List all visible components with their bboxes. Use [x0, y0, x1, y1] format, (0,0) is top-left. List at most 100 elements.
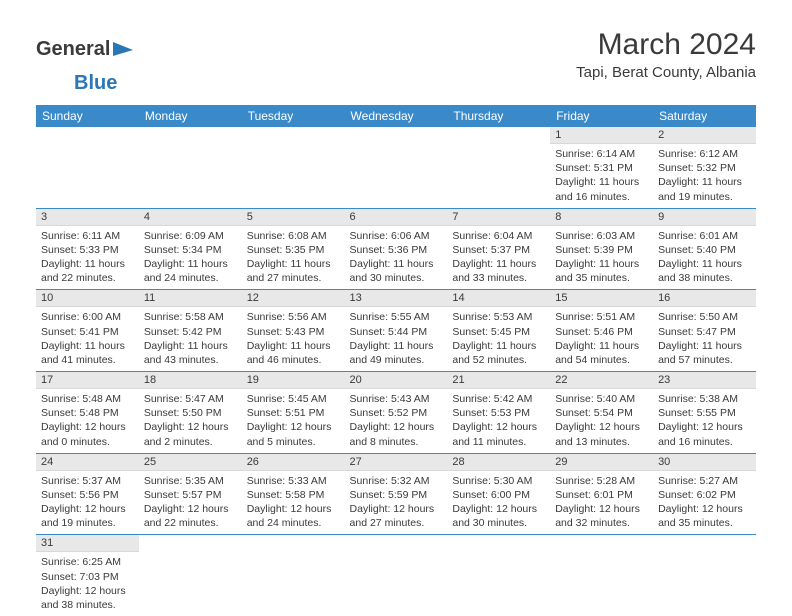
day-details: Sunrise: 6:14 AMSunset: 5:31 PMDaylight:…: [550, 144, 653, 208]
day-number: 8: [550, 209, 653, 226]
logo: General: [36, 38, 135, 61]
calendar-day-cell: 7Sunrise: 6:04 AMSunset: 5:37 PMDaylight…: [447, 208, 550, 290]
calendar-day-cell: 26Sunrise: 5:33 AMSunset: 5:58 PMDayligh…: [242, 453, 345, 535]
calendar-empty-cell: [36, 127, 139, 208]
calendar-day-cell: 24Sunrise: 5:37 AMSunset: 5:56 PMDayligh…: [36, 453, 139, 535]
day-header: Saturday: [653, 105, 756, 127]
calendar-day-cell: 15Sunrise: 5:51 AMSunset: 5:46 PMDayligh…: [550, 290, 653, 372]
calendar-empty-cell: [345, 127, 448, 208]
day-number: 13: [345, 290, 448, 307]
calendar-day-cell: 5Sunrise: 6:08 AMSunset: 5:35 PMDaylight…: [242, 208, 345, 290]
calendar-week-row: 24Sunrise: 5:37 AMSunset: 5:56 PMDayligh…: [36, 453, 756, 535]
day-details: Sunrise: 5:48 AMSunset: 5:48 PMDaylight:…: [36, 389, 139, 453]
logo-text-blue: Blue: [74, 72, 117, 94]
day-number: 10: [36, 290, 139, 307]
calendar-day-cell: 3Sunrise: 6:11 AMSunset: 5:33 PMDaylight…: [36, 208, 139, 290]
calendar-day-cell: 17Sunrise: 5:48 AMSunset: 5:48 PMDayligh…: [36, 372, 139, 454]
day-details: Sunrise: 6:03 AMSunset: 5:39 PMDaylight:…: [550, 226, 653, 290]
day-number: 4: [139, 209, 242, 226]
day-number: 29: [550, 454, 653, 471]
day-number: 18: [139, 372, 242, 389]
day-details: Sunrise: 5:35 AMSunset: 5:57 PMDaylight:…: [139, 471, 242, 535]
calendar-day-cell: 2Sunrise: 6:12 AMSunset: 5:32 PMDaylight…: [653, 127, 756, 208]
day-details: Sunrise: 5:56 AMSunset: 5:43 PMDaylight:…: [242, 307, 345, 371]
day-details: Sunrise: 6:04 AMSunset: 5:37 PMDaylight:…: [447, 226, 550, 290]
day-number: 16: [653, 290, 756, 307]
calendar-day-cell: 23Sunrise: 5:38 AMSunset: 5:55 PMDayligh…: [653, 372, 756, 454]
calendar-day-cell: 14Sunrise: 5:53 AMSunset: 5:45 PMDayligh…: [447, 290, 550, 372]
day-number: 9: [653, 209, 756, 226]
day-number: 28: [447, 454, 550, 471]
day-number: 30: [653, 454, 756, 471]
day-number: 31: [36, 535, 139, 552]
calendar-day-cell: 30Sunrise: 5:27 AMSunset: 6:02 PMDayligh…: [653, 453, 756, 535]
calendar-day-cell: 11Sunrise: 5:58 AMSunset: 5:42 PMDayligh…: [139, 290, 242, 372]
calendar-empty-cell: [139, 535, 242, 616]
day-details: Sunrise: 6:09 AMSunset: 5:34 PMDaylight:…: [139, 226, 242, 290]
calendar-day-cell: 4Sunrise: 6:09 AMSunset: 5:34 PMDaylight…: [139, 208, 242, 290]
calendar-day-cell: 29Sunrise: 5:28 AMSunset: 6:01 PMDayligh…: [550, 453, 653, 535]
day-details: Sunrise: 6:25 AMSunset: 7:03 PMDaylight:…: [36, 552, 139, 616]
calendar-empty-cell: [139, 127, 242, 208]
calendar-day-cell: 9Sunrise: 6:01 AMSunset: 5:40 PMDaylight…: [653, 208, 756, 290]
calendar-day-cell: 19Sunrise: 5:45 AMSunset: 5:51 PMDayligh…: [242, 372, 345, 454]
day-details: Sunrise: 6:12 AMSunset: 5:32 PMDaylight:…: [653, 144, 756, 208]
title-block: March 2024 Tapi, Berat County, Albania: [576, 28, 756, 81]
calendar-day-cell: 27Sunrise: 5:32 AMSunset: 5:59 PMDayligh…: [345, 453, 448, 535]
calendar-day-cell: 18Sunrise: 5:47 AMSunset: 5:50 PMDayligh…: [139, 372, 242, 454]
day-number: 3: [36, 209, 139, 226]
day-number: 27: [345, 454, 448, 471]
calendar-day-cell: 20Sunrise: 5:43 AMSunset: 5:52 PMDayligh…: [345, 372, 448, 454]
calendar-empty-cell: [447, 535, 550, 616]
calendar-day-cell: 16Sunrise: 5:50 AMSunset: 5:47 PMDayligh…: [653, 290, 756, 372]
day-details: Sunrise: 5:51 AMSunset: 5:46 PMDaylight:…: [550, 307, 653, 371]
day-details: Sunrise: 6:11 AMSunset: 5:33 PMDaylight:…: [36, 226, 139, 290]
day-number: 26: [242, 454, 345, 471]
day-number: 6: [345, 209, 448, 226]
calendar-week-row: 31Sunrise: 6:25 AMSunset: 7:03 PMDayligh…: [36, 535, 756, 616]
calendar-day-cell: 1Sunrise: 6:14 AMSunset: 5:31 PMDaylight…: [550, 127, 653, 208]
day-details: Sunrise: 5:40 AMSunset: 5:54 PMDaylight:…: [550, 389, 653, 453]
day-details: Sunrise: 5:42 AMSunset: 5:53 PMDaylight:…: [447, 389, 550, 453]
day-details: Sunrise: 5:33 AMSunset: 5:58 PMDaylight:…: [242, 471, 345, 535]
day-number: 23: [653, 372, 756, 389]
day-header: Tuesday: [242, 105, 345, 127]
day-number: 1: [550, 127, 653, 144]
day-number: 22: [550, 372, 653, 389]
day-details: Sunrise: 6:06 AMSunset: 5:36 PMDaylight:…: [345, 226, 448, 290]
day-number: 14: [447, 290, 550, 307]
day-details: Sunrise: 5:28 AMSunset: 6:01 PMDaylight:…: [550, 471, 653, 535]
calendar-day-cell: 13Sunrise: 5:55 AMSunset: 5:44 PMDayligh…: [345, 290, 448, 372]
calendar-empty-cell: [345, 535, 448, 616]
calendar-day-cell: 6Sunrise: 6:06 AMSunset: 5:36 PMDaylight…: [345, 208, 448, 290]
day-details: Sunrise: 5:30 AMSunset: 6:00 PMDaylight:…: [447, 471, 550, 535]
day-header: Sunday: [36, 105, 139, 127]
day-details: Sunrise: 5:32 AMSunset: 5:59 PMDaylight:…: [345, 471, 448, 535]
calendar-day-cell: 10Sunrise: 6:00 AMSunset: 5:41 PMDayligh…: [36, 290, 139, 372]
day-number: 15: [550, 290, 653, 307]
calendar-day-cell: 28Sunrise: 5:30 AMSunset: 6:00 PMDayligh…: [447, 453, 550, 535]
day-details: Sunrise: 6:08 AMSunset: 5:35 PMDaylight:…: [242, 226, 345, 290]
calendar-week-row: 17Sunrise: 5:48 AMSunset: 5:48 PMDayligh…: [36, 372, 756, 454]
day-number: 21: [447, 372, 550, 389]
calendar-empty-cell: [242, 535, 345, 616]
calendar-week-row: 1Sunrise: 6:14 AMSunset: 5:31 PMDaylight…: [36, 127, 756, 208]
day-details: Sunrise: 5:55 AMSunset: 5:44 PMDaylight:…: [345, 307, 448, 371]
calendar-day-cell: 21Sunrise: 5:42 AMSunset: 5:53 PMDayligh…: [447, 372, 550, 454]
day-header: Wednesday: [345, 105, 448, 127]
day-details: Sunrise: 5:38 AMSunset: 5:55 PMDaylight:…: [653, 389, 756, 453]
day-details: Sunrise: 5:43 AMSunset: 5:52 PMDaylight:…: [345, 389, 448, 453]
day-number: 25: [139, 454, 242, 471]
calendar-empty-cell: [242, 127, 345, 208]
day-number: 12: [242, 290, 345, 307]
calendar-day-cell: 12Sunrise: 5:56 AMSunset: 5:43 PMDayligh…: [242, 290, 345, 372]
day-number: 7: [447, 209, 550, 226]
day-details: Sunrise: 5:45 AMSunset: 5:51 PMDaylight:…: [242, 389, 345, 453]
day-details: Sunrise: 5:58 AMSunset: 5:42 PMDaylight:…: [139, 307, 242, 371]
calendar-day-cell: 8Sunrise: 6:03 AMSunset: 5:39 PMDaylight…: [550, 208, 653, 290]
calendar-table: SundayMondayTuesdayWednesdayThursdayFrid…: [36, 105, 756, 616]
calendar-week-row: 10Sunrise: 6:00 AMSunset: 5:41 PMDayligh…: [36, 290, 756, 372]
day-number: 11: [139, 290, 242, 307]
day-number: 24: [36, 454, 139, 471]
day-details: Sunrise: 5:53 AMSunset: 5:45 PMDaylight:…: [447, 307, 550, 371]
